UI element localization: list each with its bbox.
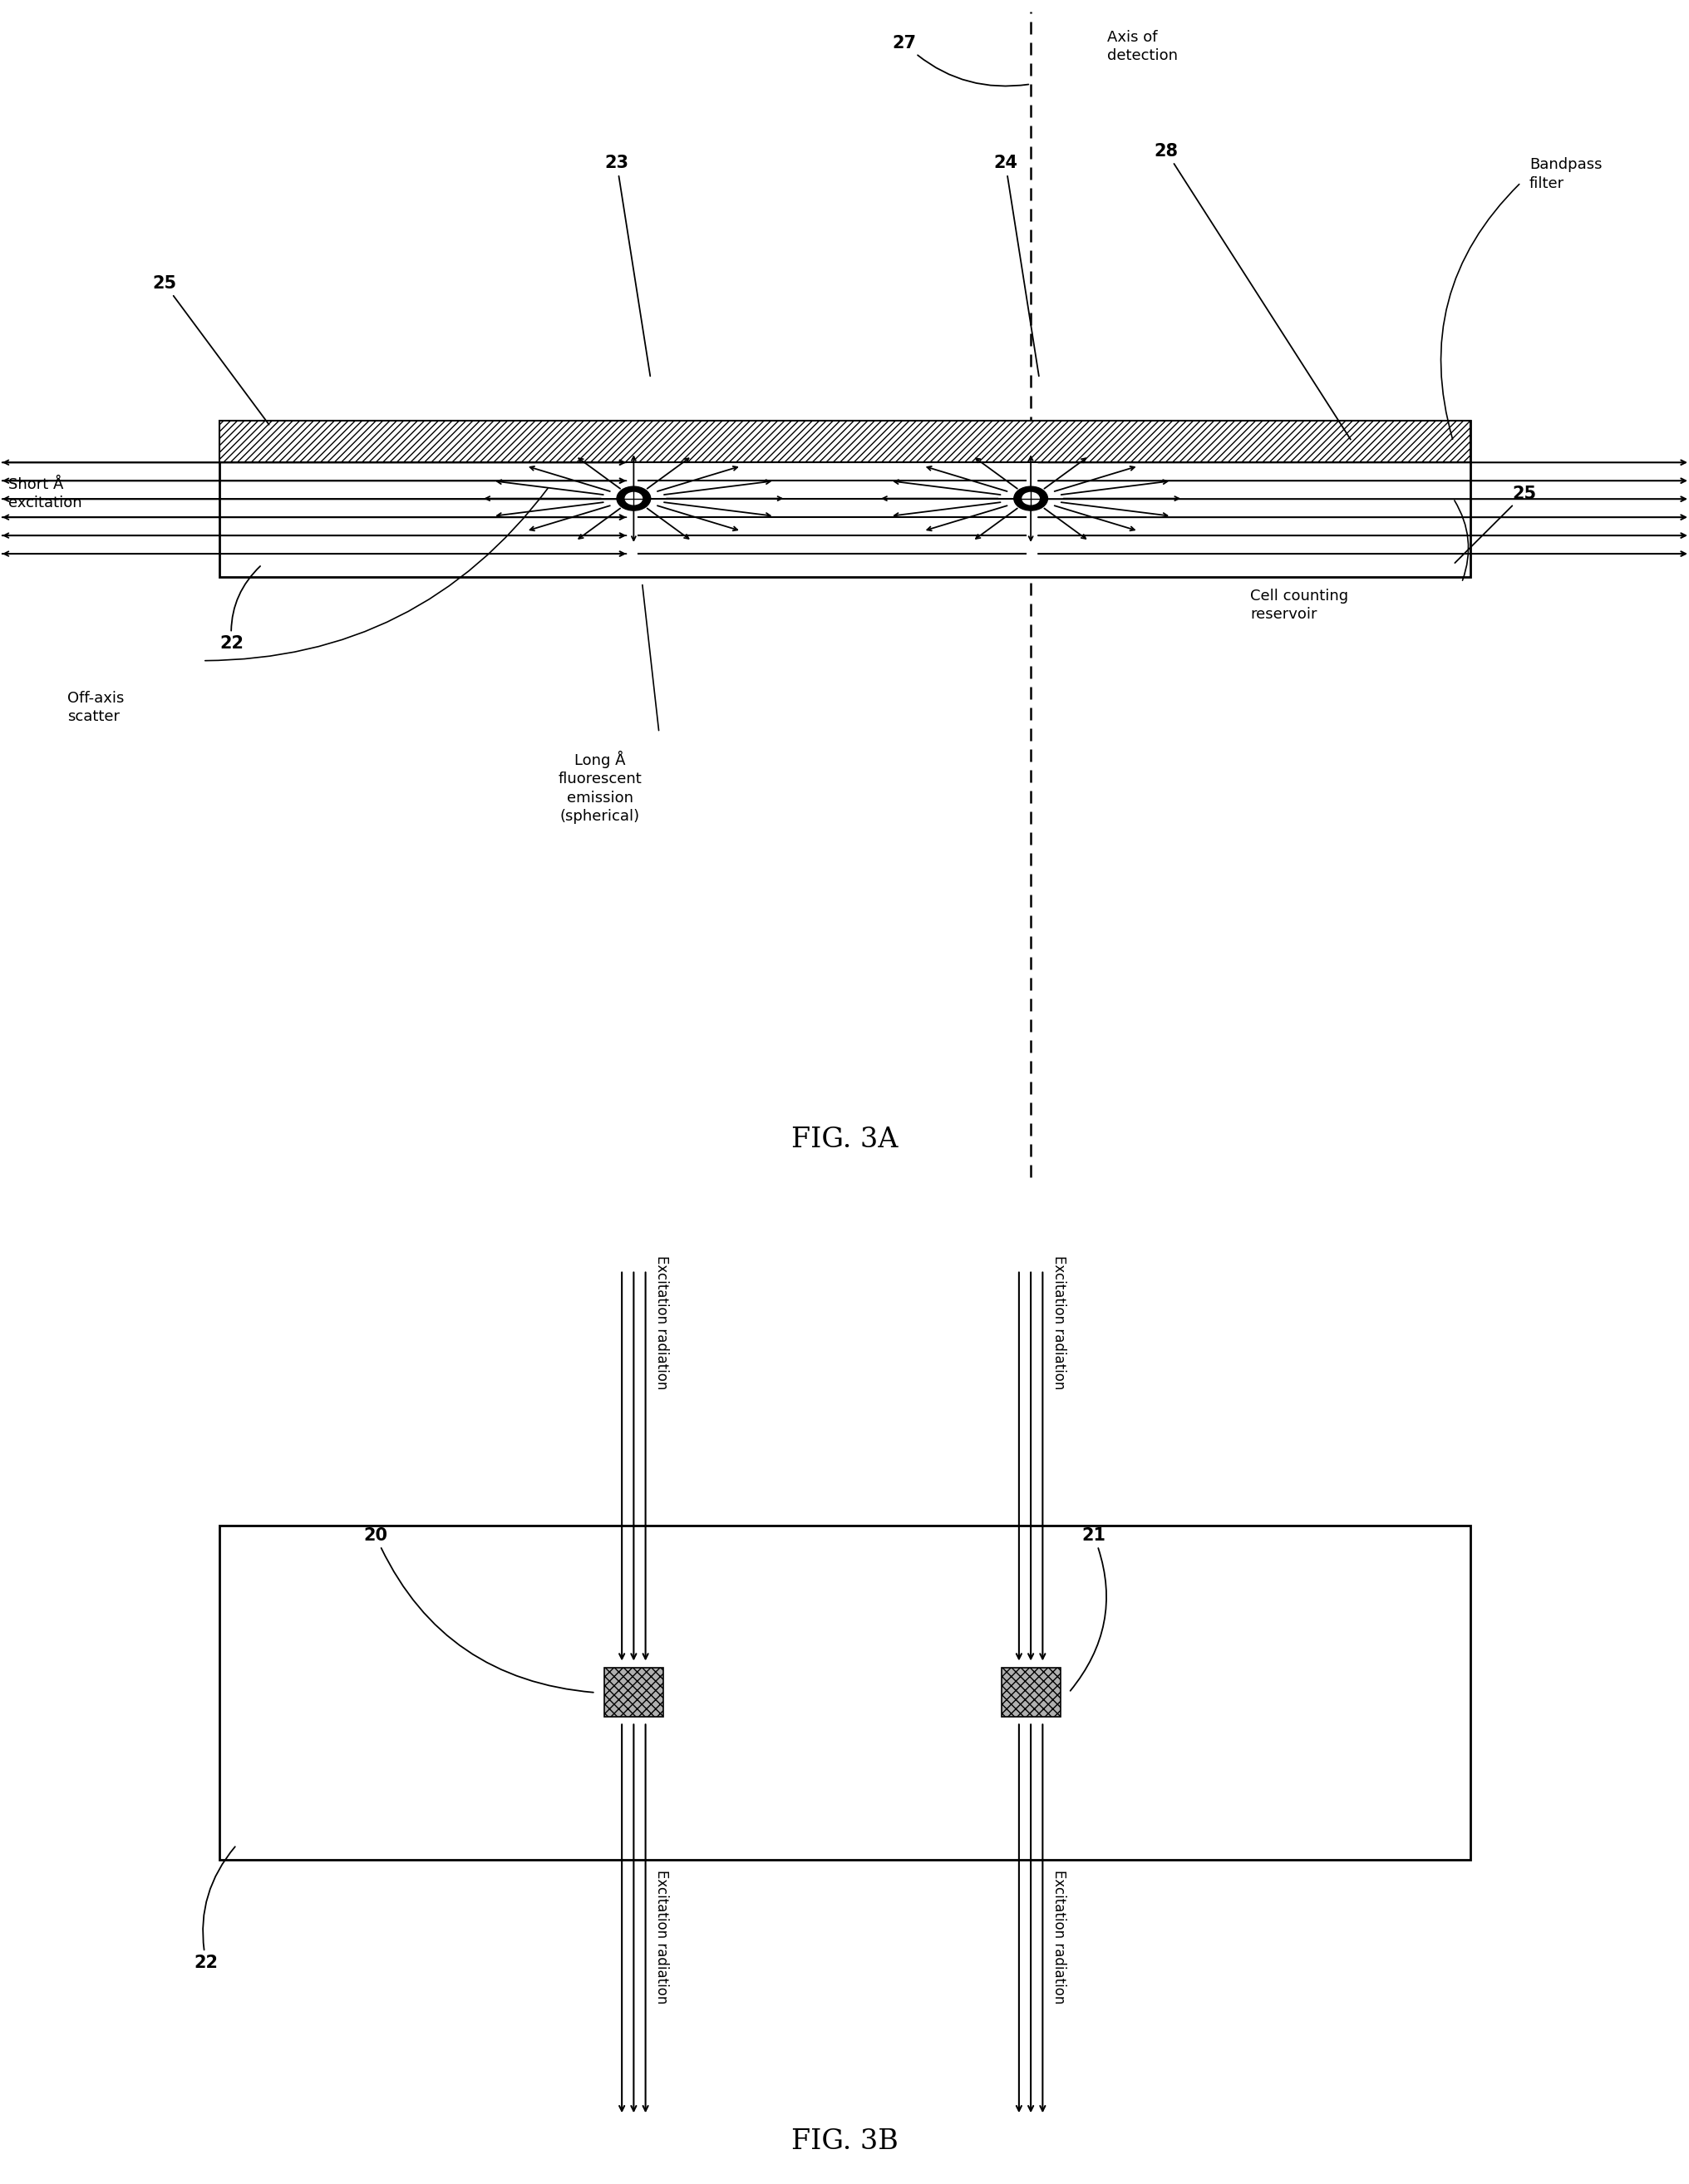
Text: Short Å
excitation: Short Å excitation [8,476,83,511]
Text: 23: 23 [605,155,650,376]
Text: Excitation radiation: Excitation radiation [1051,1256,1066,1389]
Bar [1002,1669,1061,1717]
Text: Axis of
detection: Axis of detection [1106,31,1177,63]
Bar [220,419,1469,463]
Circle shape [1013,487,1047,511]
Text: Off-axis
scatter: Off-axis scatter [68,690,125,725]
Text: 25: 25 [152,275,269,424]
Text: Cell counting
reservoir: Cell counting reservoir [1250,587,1348,622]
Text: FIG. 3B: FIG. 3B [790,2127,899,2153]
Text: 22: 22 [194,1848,235,1972]
Circle shape [1022,491,1039,505]
Text: 20: 20 [363,1527,593,1693]
Text: 28: 28 [1154,142,1350,439]
Text: FIG. 3A: FIG. 3A [790,1127,899,1153]
Circle shape [616,487,650,511]
Text: 27: 27 [892,35,1029,85]
Text: Bandpass
filter: Bandpass filter [1529,157,1601,190]
Circle shape [625,491,642,505]
Text: Long Å
fluorescent
emission
(spherical): Long Å fluorescent emission (spherical) [557,751,642,823]
Text: Excitation radiation: Excitation radiation [654,1870,669,2003]
Bar [220,1524,1469,1859]
Text: 21: 21 [1069,1527,1106,1690]
Text: 24: 24 [993,155,1039,376]
Text: 22: 22 [220,566,260,653]
Text: Excitation radiation: Excitation radiation [1051,1870,1066,2003]
Text: 25: 25 [1454,485,1535,563]
Bar [220,419,1469,577]
Bar [605,1669,662,1717]
Text: Excitation radiation: Excitation radiation [654,1256,669,1389]
